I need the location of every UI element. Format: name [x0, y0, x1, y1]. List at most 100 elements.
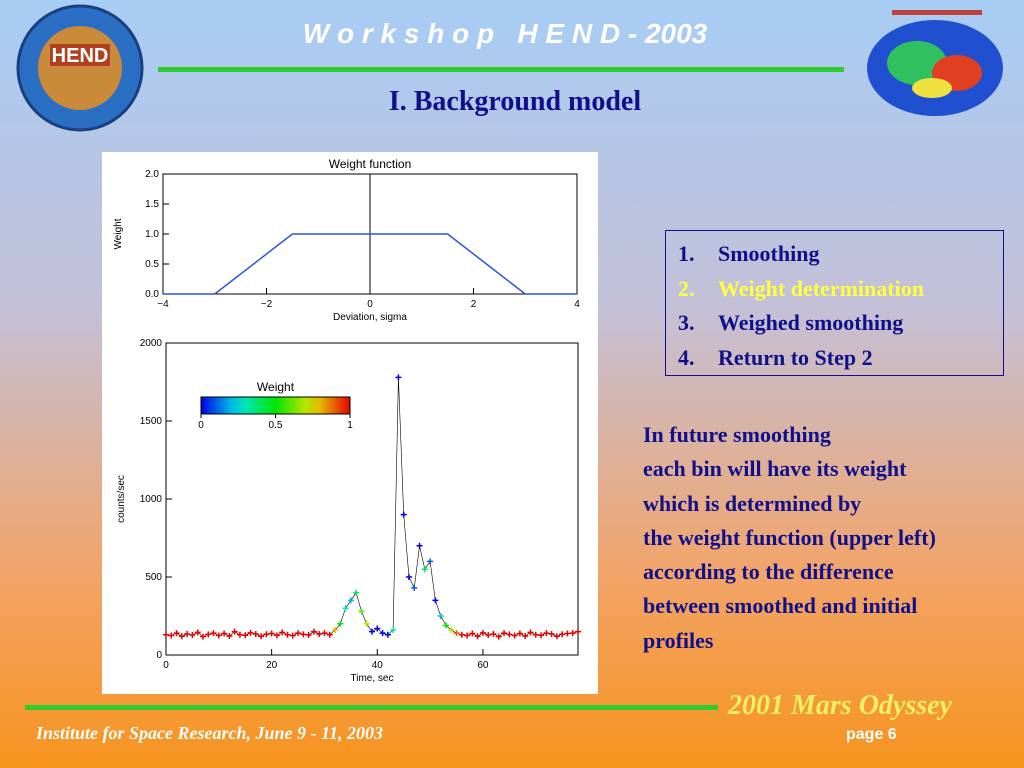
- paragraph-line: according to the difference: [643, 559, 894, 585]
- data-point: [369, 628, 375, 635]
- y-tick-label: 2000: [140, 338, 163, 349]
- data-point: [316, 630, 323, 637]
- data-point: [236, 631, 243, 638]
- colorbar-title: Weight: [257, 380, 295, 394]
- data-point: [199, 633, 206, 640]
- paragraph-line: which is determined by: [643, 490, 862, 516]
- y-tick-label: 1.5: [145, 199, 159, 210]
- data-point: [384, 631, 391, 638]
- step: 4. Return to Step 2: [666, 341, 1003, 376]
- data-point: [268, 630, 275, 637]
- data-point: [221, 630, 228, 637]
- data-point: [173, 630, 180, 637]
- colorbar-tick-label: 1: [347, 420, 353, 431]
- logo: HEND: [16, 4, 144, 132]
- paragraph-line: profiles: [643, 627, 714, 653]
- data-point: [205, 631, 212, 638]
- y-tick-label: 1000: [140, 494, 163, 505]
- x-tick-label: 20: [266, 660, 278, 671]
- data-point: [226, 632, 233, 639]
- data-point: [405, 574, 412, 580]
- x-axis-label: Time, sec: [351, 673, 394, 684]
- data-point: [543, 630, 550, 637]
- data-point: [390, 627, 397, 634]
- data-point: [564, 630, 571, 637]
- page-number: page 6: [846, 726, 897, 743]
- paragraph-line: between smoothed and initial: [643, 593, 918, 619]
- y-axis-label: Weight: [113, 218, 124, 249]
- data-point: [395, 374, 402, 381]
- data-point: [511, 632, 518, 639]
- data-point: [310, 628, 317, 635]
- steps-box: 1. Smoothing 2. Weight determination 3. Weigh…: [665, 230, 1004, 376]
- data-point: [332, 627, 339, 634]
- data-point: [163, 631, 169, 638]
- data-point: [464, 632, 471, 639]
- x-axis-label: Deviation, sigma: [333, 312, 407, 323]
- paragraph: In future smoothing each bin will have it…: [643, 418, 936, 658]
- data-point: [358, 608, 365, 615]
- data-point: [421, 566, 428, 573]
- data-point: [321, 630, 328, 637]
- mission: 2001 Mars Odyssey: [728, 690, 952, 721]
- step-text: Return to Step 2: [718, 344, 873, 370]
- y-tick-label: 1.0: [145, 229, 159, 240]
- x-tick-label: 0: [163, 660, 169, 671]
- data-point: [553, 633, 560, 640]
- y-tick-label: 0.0: [145, 289, 159, 300]
- data-point: [501, 630, 508, 637]
- colorbar-tick-label: 0: [198, 420, 204, 431]
- step-text: Smoothing: [718, 241, 820, 266]
- data-point: [548, 630, 555, 637]
- data-point: [194, 629, 201, 636]
- y-tick-label: 0: [156, 650, 162, 661]
- chart-panel: −4 −2 0 2 4 0.0 0.5 1.0 1.5 2.0 Weight function Dev…: [102, 152, 598, 694]
- y-tick-label: 500: [145, 572, 162, 583]
- data-point: [379, 630, 386, 637]
- step-number: 4.: [678, 344, 695, 370]
- data-point: [485, 632, 492, 639]
- chart-title: Weight function: [329, 157, 412, 171]
- series-line: [163, 233, 577, 295]
- data-point: [184, 630, 191, 637]
- y-axis-label: counts/sec: [116, 475, 127, 523]
- step-number: 1.: [678, 241, 695, 266]
- data-point: [252, 630, 259, 637]
- x-tick-label: 2: [471, 299, 477, 310]
- data-point: [416, 542, 423, 549]
- data-point: [527, 629, 534, 636]
- x-tick-label: 60: [477, 660, 489, 671]
- data-point: [168, 632, 175, 639]
- data-point: [279, 629, 286, 636]
- paragraph-line: In future smoothing: [643, 422, 831, 447]
- step-text: Weighed smoothing: [718, 310, 904, 335]
- paragraph-line: the weight function (upper left): [643, 524, 936, 550]
- data-point: [575, 628, 581, 635]
- data-point: [178, 633, 185, 640]
- data-point: [437, 613, 444, 619]
- data-point: [516, 630, 523, 637]
- data-point: [506, 631, 513, 638]
- data-point: [453, 630, 460, 637]
- data-point: [569, 630, 576, 637]
- data-point: [289, 632, 296, 639]
- data-point: [522, 632, 529, 639]
- data-point: [538, 632, 545, 639]
- step-number: 3.: [678, 310, 695, 335]
- data-point: [231, 628, 238, 635]
- colorbar: [200, 396, 351, 415]
- data-point: [263, 631, 270, 638]
- data-point: [400, 511, 407, 518]
- data-point: [458, 631, 465, 638]
- data-point: [189, 632, 196, 639]
- data-point: [474, 633, 481, 640]
- data-point: [479, 629, 486, 636]
- x-tick-label: −4: [157, 299, 169, 310]
- x-tick-label: 0: [367, 299, 373, 310]
- data-point: [363, 620, 370, 627]
- data-point: [326, 631, 333, 638]
- step-text: Weight determination: [718, 275, 924, 301]
- step: 2. Weight determination: [666, 272, 1003, 307]
- data-point: [432, 597, 439, 604]
